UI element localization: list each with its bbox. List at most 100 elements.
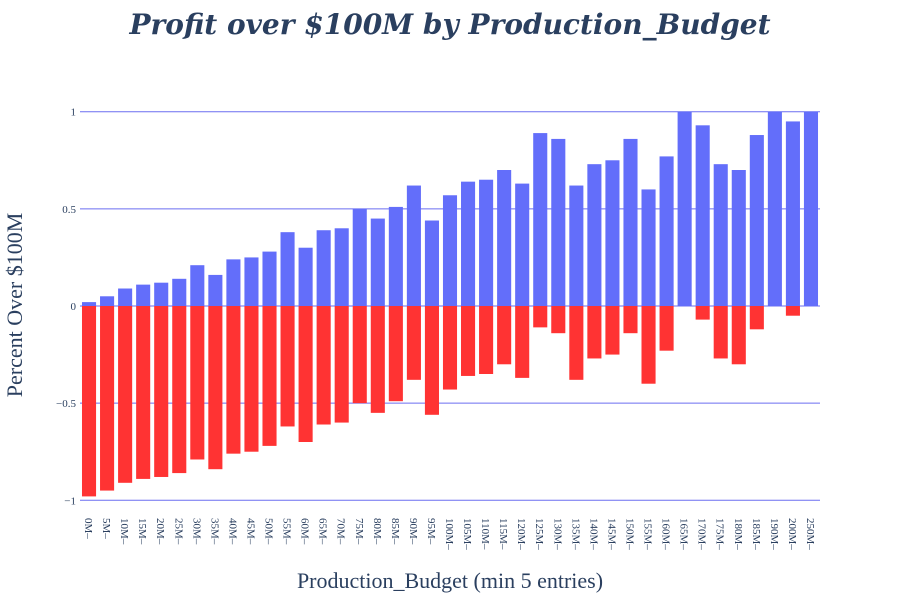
x-tick-label: 140M– [587, 518, 599, 550]
negative-bar-3 [136, 306, 151, 479]
x-tick-label: 85M– [389, 518, 401, 545]
positive-bar-23 [497, 170, 512, 306]
negative-bar-27 [569, 306, 584, 380]
x-tick-label: 15M– [136, 518, 148, 545]
positive-bar-38 [767, 111, 782, 306]
x-tick-label: 180M– [732, 518, 744, 550]
y-tick-label: 0 [71, 301, 77, 313]
negative-bar-6 [190, 306, 205, 460]
negative-bar-37 [749, 306, 764, 330]
y-axis-ticks: 1 0.5 0 −0.5 −1 [56, 107, 76, 508]
y-tick-label: 0.5 [62, 204, 76, 216]
positive-bar-27 [569, 185, 584, 306]
positive-bar-5 [172, 278, 187, 306]
negative-bar-13 [316, 306, 331, 425]
positive-bar-7 [208, 274, 223, 306]
negative-bar-10 [262, 306, 277, 446]
x-tick-label: 80M– [371, 518, 383, 545]
positive-bar-33 [677, 111, 692, 306]
positive-bar-19 [424, 220, 439, 306]
negative-bar-28 [587, 306, 602, 359]
x-tick-label: 90M– [407, 518, 419, 545]
negative-bar-8 [226, 306, 241, 454]
positive-bar-9 [244, 257, 259, 306]
x-tick-label: 50M– [263, 518, 275, 545]
positive-bar-35 [713, 164, 728, 306]
negative-bar-31 [641, 306, 656, 384]
positive-bar-30 [623, 138, 638, 306]
x-tick-label: 30M– [190, 518, 202, 545]
positive-bar-29 [605, 160, 620, 306]
positive-bar-37 [749, 135, 764, 306]
x-tick-label: 115M– [497, 518, 509, 550]
negative-bar-7 [208, 306, 223, 470]
negative-bar-12 [298, 306, 313, 442]
x-tick-label: 135M– [569, 518, 581, 550]
positive-bar-36 [731, 170, 746, 306]
y-tick-label: −0.5 [56, 398, 76, 410]
x-tick-label: 175M– [714, 518, 726, 550]
negative-bar-20 [442, 306, 458, 390]
positive-bar-32 [659, 156, 674, 306]
x-tick-label: 95M– [425, 518, 437, 545]
positive-bar-14 [334, 228, 349, 306]
x-tick-label: 65M– [317, 518, 329, 545]
x-tick-label: 110M– [479, 518, 491, 550]
positive-bar-39 [785, 121, 800, 306]
negative-bar-25 [533, 306, 548, 328]
positive-bar-4 [154, 282, 169, 306]
positive-bar-10 [262, 251, 277, 306]
positive-bar-31 [641, 189, 656, 306]
negative-bar-21 [461, 306, 476, 376]
negative-bar-0 [81, 306, 97, 497]
x-tick-label: 145M– [605, 518, 617, 550]
x-tick-label: 55M– [281, 518, 293, 545]
positive-bar-15 [352, 208, 367, 306]
positive-bar-12 [298, 247, 313, 306]
x-tick-label: 100M– [443, 518, 455, 550]
negative-bar-35 [713, 306, 728, 359]
x-tick-label: 170M– [696, 518, 708, 550]
x-tick-label: 70M– [335, 518, 347, 545]
positive-bar-6 [190, 265, 205, 306]
x-tick-label: 150M– [623, 518, 635, 550]
x-tick-label: 25M– [172, 518, 184, 545]
x-tick-label: 35M– [208, 518, 220, 545]
negative-bar-30 [623, 306, 638, 334]
negative-bar-39 [785, 306, 800, 316]
positive-bar-2 [118, 288, 133, 306]
x-tick-label: 200M– [786, 518, 798, 550]
bars [81, 111, 819, 497]
x-tick-label: 190M– [768, 518, 780, 550]
x-tick-label: 5M– [100, 518, 112, 539]
y-tick-label: −1 [64, 495, 76, 507]
x-tick-label: 125M– [533, 518, 545, 550]
negative-bar-14 [334, 306, 349, 423]
negative-bar-1 [100, 306, 115, 491]
negative-bar-23 [497, 306, 512, 365]
x-tick-label: 130M– [551, 518, 563, 550]
negative-bar-17 [388, 306, 403, 402]
positive-bar-22 [479, 179, 494, 306]
y-tick-label: 1 [71, 107, 77, 119]
positive-bar-21 [461, 181, 476, 306]
x-axis-title: Production_Budget (min 5 entries) [297, 568, 603, 593]
x-tick-label: 10M– [118, 518, 130, 545]
positive-bar-28 [587, 164, 602, 306]
positive-bar-34 [695, 125, 710, 306]
negative-bar-22 [479, 306, 494, 374]
negative-bar-18 [406, 306, 421, 380]
x-axis-ticks: 0M– 5M– 10M– 15M– 20M– 25M– 30M– 35M– 40M– 45M– 50… [82, 518, 816, 550]
negative-bar-15 [352, 306, 367, 404]
negative-bar-5 [172, 306, 187, 474]
x-tick-label: 165M– [678, 518, 690, 550]
x-tick-label: 40M– [226, 518, 238, 545]
positive-bar-20 [442, 195, 458, 306]
negative-bar-16 [370, 306, 385, 413]
negative-bar-32 [659, 306, 674, 351]
x-tick-label: 155M– [642, 518, 654, 550]
positive-bar-11 [280, 232, 295, 306]
negative-bar-36 [731, 306, 746, 365]
negative-bar-9 [244, 306, 259, 452]
positive-bar-3 [136, 284, 151, 306]
